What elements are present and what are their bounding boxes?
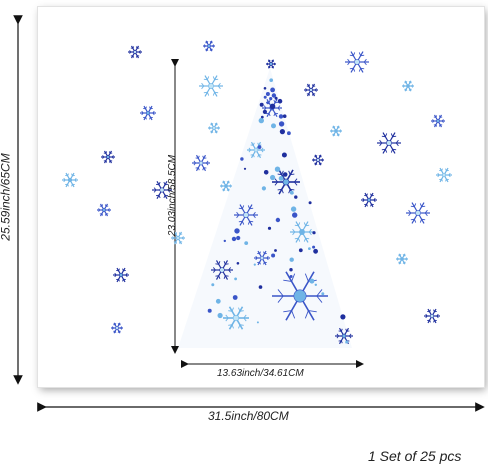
tree-dot	[208, 309, 212, 313]
tree-dot	[313, 249, 318, 254]
snowflake-icon	[113, 268, 129, 282]
snowflake-icon	[304, 84, 318, 96]
snowflake-icon	[266, 60, 276, 69]
tree-dot	[268, 227, 271, 230]
snowflake-icon	[97, 204, 111, 216]
tree-dot	[234, 228, 239, 233]
tree-dot	[271, 123, 276, 128]
tree-dot	[269, 97, 272, 100]
tree-dot	[224, 240, 226, 242]
tree-width-label: 13.63inch/34.61CM	[217, 368, 304, 379]
tree-dot	[345, 341, 348, 344]
tree-dot	[299, 248, 303, 252]
tree-dot	[237, 262, 240, 265]
tree-dot	[278, 99, 283, 104]
tree-dot	[292, 212, 297, 217]
tree-dot	[270, 175, 275, 180]
tree-dot	[264, 87, 267, 90]
tree-dot	[258, 145, 262, 149]
tree-dot	[275, 167, 280, 172]
snowflake-icon	[345, 52, 369, 73]
snowflake-icon	[406, 203, 430, 224]
tree-dot	[283, 172, 288, 177]
tree-dot	[279, 176, 284, 181]
snowflake-icon	[431, 115, 445, 127]
tree-dot	[287, 131, 291, 135]
total-width-label: 31.5inch/80CM	[208, 409, 289, 423]
set-count-caption: 1 Set of 25 pcs	[368, 448, 461, 464]
tree-dot	[272, 93, 276, 97]
tree-dot	[211, 283, 214, 286]
tree-dot	[279, 121, 284, 126]
tree-dot	[340, 314, 345, 319]
tree-dot	[240, 157, 243, 160]
snowflake-icon	[101, 151, 115, 163]
tree-height-label: 23.03inch/58.5CM	[167, 155, 178, 236]
tree-dot	[262, 186, 266, 190]
snowflake-icon	[436, 168, 452, 182]
tree-dot	[290, 258, 294, 262]
tree-dot	[312, 231, 315, 234]
tree-dot	[244, 168, 246, 170]
tree-dot	[216, 299, 221, 304]
snowflake-icon	[377, 133, 401, 154]
tree-dot	[280, 129, 285, 134]
tree-dot	[236, 236, 240, 240]
total-height-label: 25.59inch/65CM	[0, 153, 13, 240]
tree-dot	[270, 88, 275, 93]
tree-dot	[266, 101, 269, 104]
snowflake-icon	[192, 155, 210, 171]
snowflake-icon	[361, 193, 377, 207]
tree-dot	[266, 92, 270, 96]
snowflake-icon	[111, 323, 123, 333]
tree-dot	[283, 114, 287, 118]
tree-dot	[312, 246, 315, 249]
tree-dot	[290, 275, 293, 278]
tree-dot	[294, 195, 297, 198]
tree-dot	[244, 241, 248, 245]
tree-dot	[232, 237, 236, 241]
tree-dot	[254, 264, 256, 266]
tree-dot	[279, 114, 283, 118]
snowflake-icon	[402, 81, 414, 91]
tree-dot	[264, 96, 267, 99]
tree-dot	[260, 103, 264, 107]
tree-dot	[309, 279, 314, 284]
tree-dot	[270, 104, 275, 109]
tree-dot	[259, 118, 264, 123]
tree-dot	[291, 206, 296, 211]
tree-dot	[263, 110, 267, 114]
tree-dot	[233, 295, 238, 300]
tree-dot	[264, 170, 269, 175]
snowflake-icon	[312, 155, 324, 165]
tree-dot	[218, 313, 223, 318]
snowflake-icon	[330, 126, 342, 136]
snowflake-icon	[424, 309, 440, 323]
tree-dot	[234, 278, 237, 281]
tree-dot	[274, 249, 277, 252]
snowflake-icon	[128, 46, 142, 58]
tree-dot	[259, 285, 263, 289]
tree-dot	[309, 201, 312, 204]
snowflake-icon	[203, 41, 215, 51]
snowflake-icon	[140, 106, 156, 120]
snowflake-icon	[62, 173, 78, 187]
tree-dot	[289, 268, 292, 271]
snowflake-icon	[199, 76, 223, 97]
tree-dot	[282, 153, 287, 158]
tree-dot	[276, 218, 280, 222]
tree-dot	[315, 284, 317, 286]
tree-dot	[321, 292, 324, 295]
snowflake-icon	[396, 254, 408, 264]
tree-dot	[308, 247, 311, 250]
tree-dot	[271, 254, 275, 258]
snowflake-icon	[208, 123, 220, 133]
tree-dot	[257, 321, 259, 323]
tree-dot	[269, 78, 273, 82]
tree-dot	[290, 191, 294, 195]
